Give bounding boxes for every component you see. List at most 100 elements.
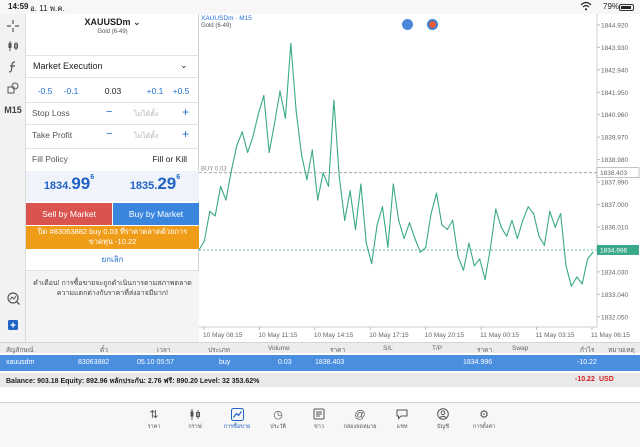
price-point <box>247 151 249 153</box>
price-point <box>565 265 567 267</box>
col-tp: T/P <box>432 345 443 352</box>
chart-zoom-icon[interactable] <box>5 290 21 306</box>
price-point <box>489 247 492 249</box>
tab-chat[interactable]: แชท <box>382 408 422 431</box>
col-comment: หมายเหตุ <box>608 347 635 354</box>
trade-ticket: 83063882 <box>78 359 110 366</box>
chat-icon <box>382 408 422 422</box>
indicators-icon[interactable] <box>5 38 21 54</box>
price-point <box>365 242 367 244</box>
price-point <box>209 210 211 212</box>
price-point <box>338 176 340 178</box>
col-time: เวลา <box>157 347 171 354</box>
price-point <box>257 113 259 115</box>
price-point <box>538 235 540 237</box>
price-point <box>354 228 357 231</box>
tab-news[interactable]: ข่าว <box>299 408 339 431</box>
y-tick-label: 1842.940 <box>601 67 628 74</box>
new-order-icon[interactable] <box>5 317 21 333</box>
price-point <box>435 192 438 194</box>
price-point <box>414 237 416 240</box>
x-tick-label: 10 May 08:15 <box>203 332 243 339</box>
execution-type-select[interactable]: Market Execution ⌄ <box>26 55 199 77</box>
volume-plus-05-button[interactable]: +0.5 <box>172 86 190 96</box>
tab-mailbox[interactable]: @ กล่องจดหมาย <box>340 408 380 431</box>
price-point <box>522 219 524 221</box>
price-point <box>344 219 346 221</box>
price-point <box>576 276 578 278</box>
stop-loss-plus-button[interactable]: + <box>182 105 190 119</box>
history-icon: ◷ <box>273 409 283 421</box>
col-price: ราคา <box>330 347 346 354</box>
volume-minus-05-button[interactable]: -0.5 <box>37 86 53 96</box>
trade-open-price: 1838.403 <box>315 359 345 366</box>
stop-loss-input[interactable]: ไม่ได้ตั้ง <box>134 111 159 118</box>
buy-level-value: 1838.403 <box>600 170 627 177</box>
tab-chart[interactable]: กราฟ <box>175 408 215 431</box>
buy-by-market-button[interactable]: Buy by Market <box>113 203 199 225</box>
tab-account[interactable]: บัญชี <box>423 408 463 431</box>
col-swap: Swap <box>512 345 529 352</box>
y-tick-label: 1844.920 <box>601 22 628 29</box>
y-tick-label: 1832.050 <box>601 314 628 321</box>
account-summary: Balance: 903.18 Equity: 892.96 หลักประกั… <box>0 373 640 387</box>
price-point <box>446 228 448 231</box>
price-point <box>403 237 405 240</box>
tab-history[interactable]: ◷ ประวัติ <box>258 408 298 431</box>
x-tick-label: 10 May 17:15 <box>369 332 409 339</box>
price-point <box>500 226 502 228</box>
chevron-down-icon: ⌄ <box>132 17 141 27</box>
price-point <box>511 219 513 221</box>
volume-input[interactable]: 0.03 <box>104 86 122 96</box>
tab-settings[interactable]: ⚙ การตั้งค่า <box>464 408 504 431</box>
price-point <box>479 258 481 260</box>
price-point <box>295 110 297 113</box>
crosshair-icon[interactable] <box>5 18 21 34</box>
take-profit-input[interactable]: ไม่ได้ตั้ง <box>134 133 159 140</box>
fill-policy-row[interactable]: Fill Policy Fill or Kill <box>26 148 199 170</box>
execution-type-label: Market Execution <box>33 61 103 71</box>
order-symbol-selector[interactable]: XAUUSDm ⌄ Gold (6-49) <box>26 14 199 40</box>
price-point <box>263 95 265 97</box>
y-tick-label: 1837.000 <box>601 202 628 209</box>
timeframe-button[interactable]: M15 <box>4 105 22 115</box>
volume-plus-01-button[interactable]: +0.1 <box>146 86 164 96</box>
price-point <box>457 256 459 258</box>
y-tick-label: 1833.040 <box>601 292 628 299</box>
sell-by-market-button[interactable]: Sell by Market <box>26 203 112 225</box>
tab-trade[interactable]: การซื้อขาย <box>217 408 257 431</box>
objects-icon[interactable] <box>5 80 21 96</box>
price-point <box>220 185 222 187</box>
function-icon[interactable] <box>5 59 21 75</box>
take-profit-minus-button[interactable]: − <box>106 128 113 140</box>
status-bar: 14:59 อ. 11 พ.ค. 79% <box>0 0 640 14</box>
cancel-button[interactable]: ยกเลิก <box>101 255 124 264</box>
price-point <box>311 149 313 151</box>
col-ticket: ตั๋ว <box>100 347 108 354</box>
mailbox-icon: @ <box>354 409 366 421</box>
news-icon <box>299 408 339 422</box>
tab-quotes[interactable]: ⇅ ราคา <box>134 408 174 431</box>
stop-loss-minus-button[interactable]: − <box>106 106 113 118</box>
price-point <box>274 122 276 124</box>
chart-symbol-sub: Gold (6-49) <box>201 23 232 29</box>
chart-color-icon[interactable] <box>427 19 438 30</box>
one-click-trading-icon[interactable] <box>402 19 413 30</box>
market-warning: คำเตือน! การซื้อขายจะถูกดำเนินการตามสภาพ… <box>26 270 199 342</box>
trade-current-price: 1834.996 <box>463 359 493 366</box>
price-point <box>484 278 486 280</box>
price-point <box>225 199 227 201</box>
price-chart[interactable]: 1844.920 1843.930 1842.940 1841.950 1840.960… <box>199 14 640 342</box>
y-tick-label: 1838.980 <box>601 157 628 164</box>
price-point <box>495 208 497 210</box>
table-row[interactable]: xauusdm 83063882 05.10 05:57 buy 0.03 18… <box>0 355 640 371</box>
take-profit-plus-button[interactable]: + <box>182 127 190 141</box>
buy-level-tag <box>596 167 640 179</box>
close-position-button[interactable]: ปิด #83063882 buy 0.03 ที่ราคาตลาดด้วยกา… <box>26 226 199 249</box>
currency: USD <box>599 376 614 383</box>
price-point <box>543 244 545 246</box>
volume-minus-01-button[interactable]: -0.1 <box>63 86 79 96</box>
date: อ. 11 พ.ค. <box>30 4 65 13</box>
x-tick-label: 10 May 11:15 <box>258 332 297 339</box>
price-point <box>516 237 518 240</box>
